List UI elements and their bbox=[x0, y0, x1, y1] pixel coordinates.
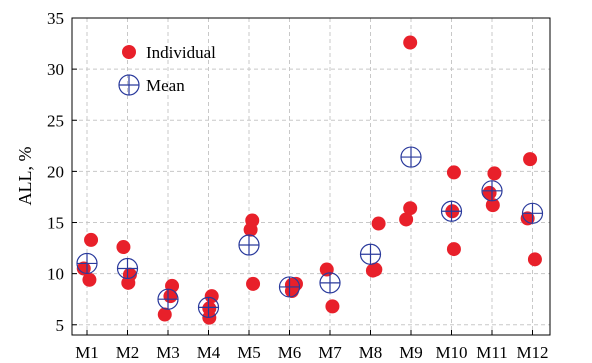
x-tick-label: M9 bbox=[399, 343, 423, 362]
individual-point bbox=[157, 307, 172, 322]
mean-point bbox=[319, 272, 341, 294]
y-axis-ticks: 5 10 15 20 25 30 35 bbox=[47, 9, 77, 335]
individual-point bbox=[403, 35, 418, 50]
mean-point bbox=[278, 276, 301, 298]
individual-point bbox=[121, 275, 136, 290]
legend: Individual Mean bbox=[118, 43, 216, 96]
x-tick-label: M1 bbox=[75, 343, 99, 362]
individual-point bbox=[487, 166, 502, 181]
x-tick-label: M4 bbox=[197, 343, 221, 362]
individual-point bbox=[485, 198, 500, 213]
mean-point bbox=[238, 234, 260, 256]
individual-point bbox=[446, 165, 461, 180]
legend-marker-individual bbox=[122, 45, 136, 59]
x-tick-label: M8 bbox=[359, 343, 383, 362]
individual-point bbox=[371, 216, 386, 231]
individual-point bbox=[365, 263, 380, 278]
mean-point bbox=[157, 288, 179, 310]
individual-point bbox=[520, 211, 535, 226]
x-tick-label: M5 bbox=[237, 343, 261, 362]
individual-point bbox=[399, 212, 414, 227]
individual-point bbox=[284, 284, 299, 299]
legend-marker-mean bbox=[118, 74, 140, 96]
x-tick-label: M12 bbox=[516, 343, 548, 362]
individual-point bbox=[246, 276, 261, 291]
mean-point bbox=[440, 200, 463, 222]
x-tick-label: M2 bbox=[116, 343, 140, 362]
y-axis-label: ALL, % bbox=[15, 147, 35, 206]
x-tick-label: M10 bbox=[435, 343, 467, 362]
individual-point bbox=[523, 152, 538, 167]
individual-point bbox=[163, 289, 178, 304]
y-tick-label: 20 bbox=[47, 162, 64, 181]
y-tick-label: 25 bbox=[47, 111, 64, 130]
mean-point bbox=[521, 202, 544, 224]
mean-point bbox=[400, 146, 422, 168]
mean-point bbox=[197, 296, 220, 318]
x-tick-label: M3 bbox=[156, 343, 180, 362]
y-tick-label: 10 bbox=[47, 265, 64, 284]
mean-point bbox=[116, 257, 139, 280]
individual-point bbox=[446, 242, 461, 257]
y-tick-label: 15 bbox=[47, 214, 64, 233]
individual-point bbox=[84, 232, 99, 247]
x-tick-label: M7 bbox=[318, 343, 342, 362]
individual-point bbox=[243, 222, 258, 237]
x-tick-label: M11 bbox=[476, 343, 508, 362]
individual-point bbox=[403, 201, 418, 216]
individual-point bbox=[482, 185, 497, 200]
plot-frame bbox=[71, 17, 551, 336]
individual-point bbox=[325, 299, 340, 314]
y-tick-label: 30 bbox=[47, 60, 64, 79]
individual-point bbox=[319, 262, 334, 277]
y-tick-label: 5 bbox=[56, 316, 65, 335]
mean-point bbox=[76, 252, 98, 275]
legend-label-individual: Individual bbox=[146, 43, 216, 62]
y-tick-label: 35 bbox=[47, 9, 64, 28]
grid-lines bbox=[72, 17, 550, 335]
individual-point bbox=[527, 252, 542, 267]
individual-point bbox=[116, 240, 131, 255]
data-points bbox=[76, 35, 544, 325]
mean-point bbox=[359, 243, 382, 265]
legend-label-mean: Mean bbox=[146, 76, 185, 95]
individual-point bbox=[82, 272, 97, 287]
x-axis-ticks: M1 M2 M3 M4 M5 M6 M7 M8 M9 M10 M11 M12 bbox=[75, 330, 549, 362]
x-tick-label: M6 bbox=[278, 343, 302, 362]
mean-point bbox=[481, 180, 503, 202]
